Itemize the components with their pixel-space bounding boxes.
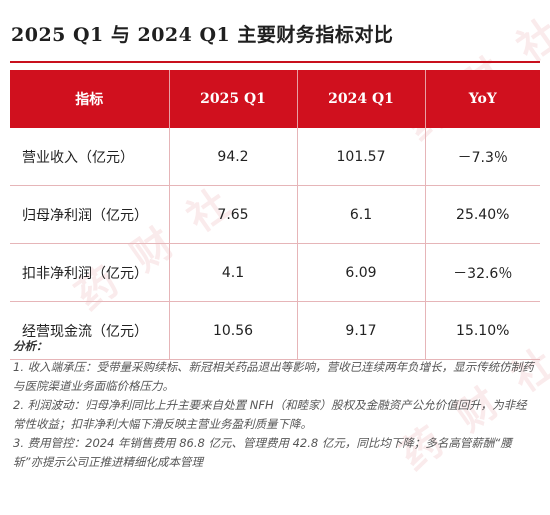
analysis-point: 3. 费用管控：2024 年销售费用 86.8 亿元、管理费用 42.8 亿元，…	[13, 436, 512, 469]
title-divider	[10, 61, 540, 63]
value-yoy: －32.6％	[425, 243, 540, 302]
metric-label: 经营现金流（亿元）	[10, 301, 170, 360]
metric-label: 归母净利润（亿元）	[10, 185, 170, 244]
value-2025q1: 94.2	[169, 128, 298, 186]
value-2024q1: 6.09	[297, 243, 426, 302]
value-2024q1: 6.1	[297, 185, 426, 244]
value-2024q1: 9.17	[297, 301, 426, 360]
table-row: 扣非净利润（亿元） 4.1 6.09 －32.6％	[10, 243, 540, 302]
column-header-yoy: YoY	[425, 70, 540, 128]
metric-label: 营业收入（亿元）	[10, 128, 170, 186]
value-yoy: －7.3％	[425, 128, 540, 186]
value-2025q1: 10.56	[169, 301, 298, 360]
table-row: 经营现金流（亿元） 10.56 9.17 15.10%	[10, 301, 540, 360]
financial-comparison-table: 指标 2025 Q1 2024 Q1 YoY 营业收入（亿元） 94.2 101…	[10, 70, 540, 360]
analysis-heading: 分析：	[13, 339, 48, 353]
value-2025q1: 7.65	[169, 185, 298, 244]
table-row: 归母净利润（亿元） 7.65 6.1 25.40%	[10, 185, 540, 244]
value-yoy: 15.10%	[425, 301, 540, 360]
metric-label: 扣非净利润（亿元）	[10, 243, 170, 302]
analysis-point: 2. 利润波动：归母净利同比上升主要来自处置 NFH（和睦家）股权及金融资产公允…	[13, 398, 527, 431]
analysis-section: 分析： 1. 收入端承压：受带量采购续标、新冠相关药品退出等影响，营收已连续两年…	[13, 337, 538, 472]
table-row: 营业收入（亿元） 94.2 101.57 －7.3％	[10, 128, 540, 186]
column-header-metric: 指标	[10, 70, 170, 128]
table-header-row: 指标 2025 Q1 2024 Q1 YoY	[10, 70, 540, 128]
page-title: 2025 Q1 与 2024 Q1 主要财务指标对比	[11, 24, 394, 46]
column-header-2025q1: 2025 Q1	[169, 70, 298, 128]
value-2025q1: 4.1	[169, 243, 298, 302]
analysis-point: 1. 收入端承压：受带量采购续标、新冠相关药品退出等影响，营收已连续两年负增长，…	[13, 360, 534, 393]
value-yoy: 25.40%	[425, 185, 540, 244]
value-2024q1: 101.57	[297, 128, 426, 186]
column-header-2024q1: 2024 Q1	[297, 70, 426, 128]
